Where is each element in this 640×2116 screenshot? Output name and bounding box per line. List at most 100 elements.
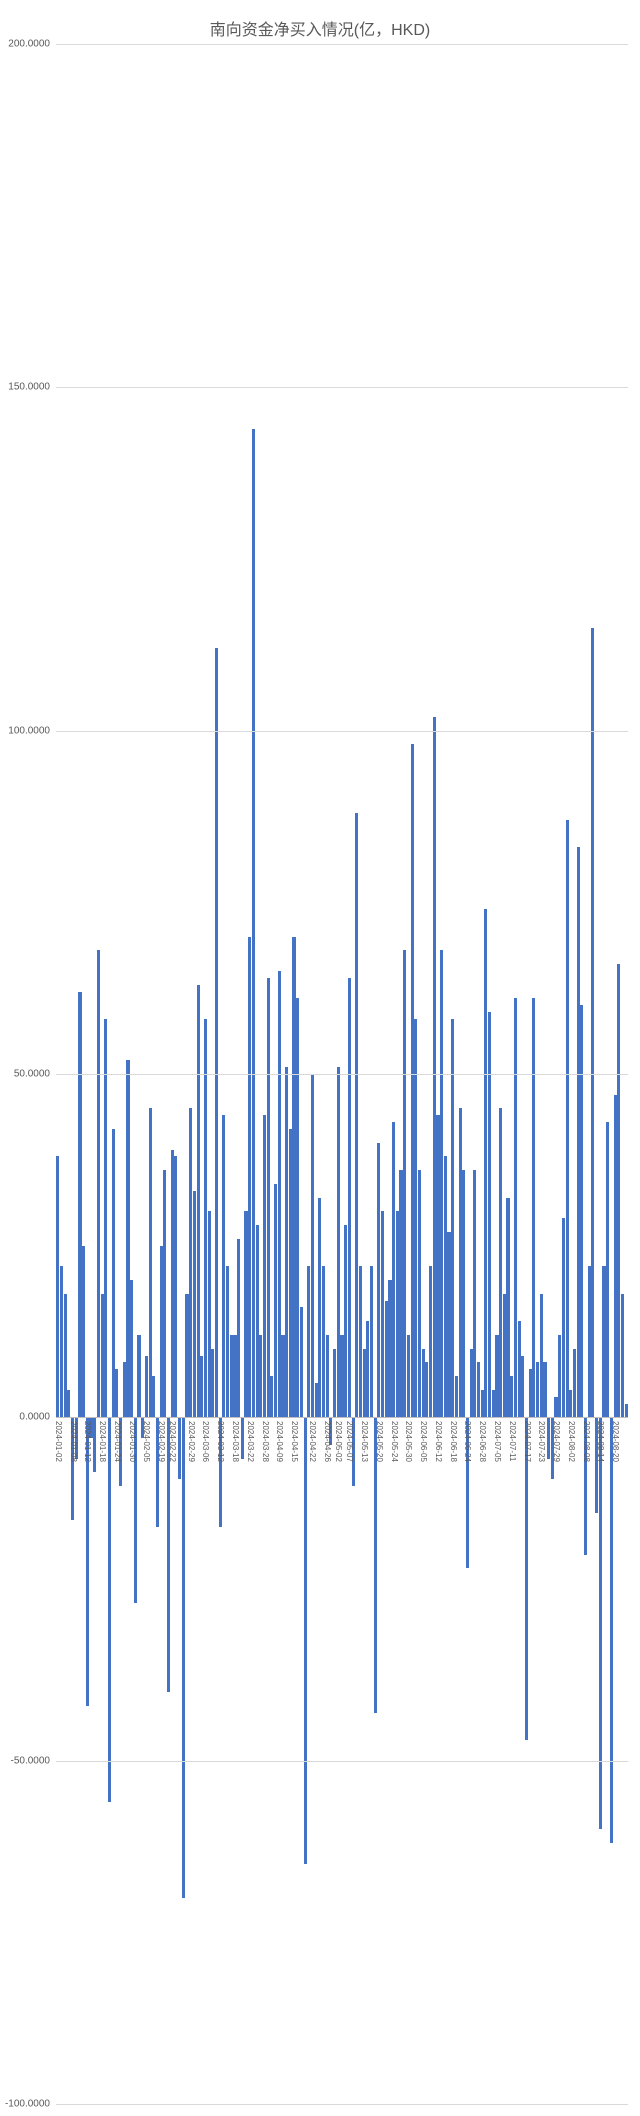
zero-axis [56, 1417, 628, 1418]
bar [208, 1211, 211, 1417]
bar [514, 998, 517, 1417]
bar [101, 1294, 104, 1418]
bar [425, 1362, 428, 1417]
bar [617, 964, 620, 1417]
y-axis-label: -100.0000 [5, 2099, 56, 2110]
bar [407, 1335, 410, 1417]
bar [259, 1335, 262, 1417]
bar [171, 1150, 174, 1418]
x-axis-label: 2024-01-30 [128, 1421, 136, 1462]
bar [60, 1266, 63, 1417]
bar [64, 1294, 67, 1418]
bar [359, 1266, 362, 1417]
bar [558, 1335, 561, 1417]
x-axis-label: 2024-05-24 [390, 1421, 398, 1462]
bar [591, 628, 594, 1418]
bar [488, 1012, 491, 1417]
bar [495, 1335, 498, 1417]
bar [366, 1321, 369, 1417]
x-axis-label: 2024-03-28 [261, 1421, 269, 1462]
bar [518, 1321, 521, 1417]
bar [610, 1417, 613, 1843]
bar [377, 1143, 380, 1418]
gridline [56, 387, 628, 388]
bar [78, 992, 81, 1418]
x-axis-label: 2024-05-13 [360, 1421, 368, 1462]
bar [130, 1280, 133, 1417]
x-axis-label: 2024-01-12 [83, 1421, 91, 1462]
bar [163, 1170, 166, 1417]
bar [178, 1417, 181, 1479]
x-axis-label: 2024-04-15 [290, 1421, 298, 1462]
y-axis-label: 0.0000 [19, 1412, 56, 1423]
bar [145, 1356, 148, 1418]
bar [588, 1266, 591, 1417]
bar [503, 1294, 506, 1418]
bar [562, 1218, 565, 1417]
x-axis-label: 2024-03-22 [246, 1421, 254, 1462]
bar [333, 1349, 336, 1418]
y-axis-label: 50.0000 [14, 1069, 56, 1080]
bar [174, 1156, 177, 1417]
bar [318, 1198, 321, 1418]
bar [447, 1232, 450, 1417]
bar [344, 1225, 347, 1417]
x-axis-label: 2024-06-05 [419, 1421, 427, 1462]
bar [160, 1246, 163, 1418]
y-axis-label: 150.0000 [8, 382, 56, 393]
bar [418, 1170, 421, 1417]
x-axis-label: 2024-08-14 [596, 1421, 604, 1462]
bar [577, 847, 580, 1417]
bar [200, 1356, 203, 1418]
bar [499, 1108, 502, 1417]
gridline [56, 731, 628, 732]
bar [292, 937, 295, 1418]
bar [237, 1239, 240, 1418]
x-axis-label: 2024-07-17 [523, 1421, 531, 1462]
x-axis-label: 2024-06-24 [463, 1421, 471, 1462]
bar [506, 1198, 509, 1418]
gridline [56, 2104, 628, 2105]
bar [566, 820, 569, 1417]
bar [399, 1170, 402, 1417]
x-axis-label: 2024-08-20 [611, 1421, 619, 1462]
bar [233, 1335, 236, 1417]
bar [521, 1356, 524, 1418]
bar [241, 1417, 244, 1458]
bar [602, 1266, 605, 1417]
bar [123, 1362, 126, 1417]
plot-area: -100.0000-50.00000.000050.0000100.000015… [56, 44, 628, 2104]
bar [215, 648, 218, 1417]
y-axis-label: 200.0000 [8, 39, 56, 50]
bar [580, 1005, 583, 1417]
bar [396, 1211, 399, 1417]
x-axis-label: 2024-05-20 [375, 1421, 383, 1462]
bar [82, 1246, 85, 1418]
x-axis-label: 2024-08-02 [567, 1421, 575, 1462]
bar [392, 1122, 395, 1417]
x-axis-label: 2024-02-19 [157, 1421, 165, 1462]
bar [93, 1417, 96, 1472]
bar [422, 1349, 425, 1418]
bar [348, 978, 351, 1417]
bar [307, 1266, 310, 1417]
bar [477, 1362, 480, 1417]
bar [455, 1376, 458, 1417]
bar [67, 1390, 70, 1417]
bar [525, 1417, 528, 1740]
bar [322, 1266, 325, 1417]
x-axis-label: 2024-07-23 [537, 1421, 545, 1462]
gridline [56, 1074, 628, 1075]
bar [152, 1376, 155, 1417]
bar [281, 1335, 284, 1417]
x-axis-label: 2024-03-12 [216, 1421, 224, 1462]
bar [606, 1122, 609, 1417]
x-axis-label: 2024-01-08 [69, 1421, 77, 1462]
y-axis-label: 100.0000 [8, 725, 56, 736]
bar [267, 978, 270, 1417]
bar [274, 1184, 277, 1417]
bar [248, 937, 251, 1418]
bar [108, 1417, 111, 1802]
bar [289, 1129, 292, 1417]
bar [370, 1266, 373, 1417]
